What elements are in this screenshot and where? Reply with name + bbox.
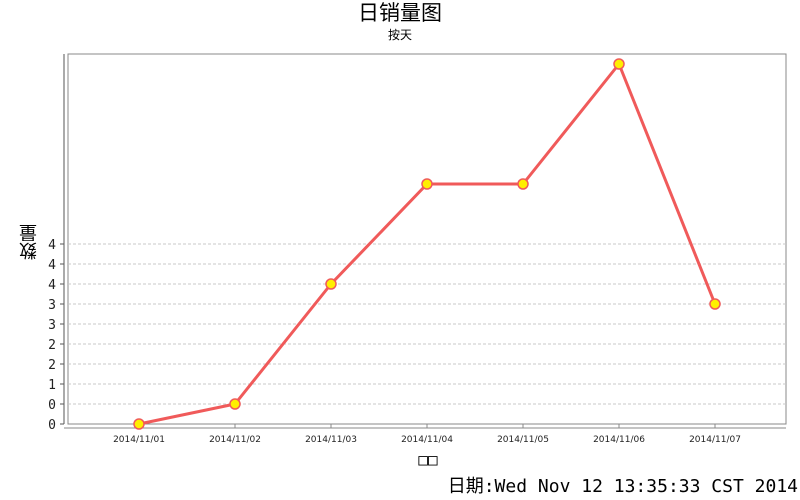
x-tick-label: 2014/11/04 [401, 435, 453, 445]
chart-title: 日销量图 [358, 1, 442, 25]
plot-area [67, 53, 787, 425]
y-tick-label: 1 [48, 378, 56, 393]
data-point [325, 278, 337, 290]
data-point [229, 398, 241, 410]
data-point [133, 418, 145, 430]
y-tick-label: 4 [48, 258, 56, 273]
y-tick-label: 4 [48, 278, 56, 293]
data-point [421, 178, 433, 190]
y-tick-label: 3 [48, 318, 56, 333]
y-tick-label: 3 [48, 298, 56, 313]
footer-date: 日期:Wed Nov 12 13:35:33 CST 2014 [447, 476, 798, 497]
x-tick-label: 2014/11/05 [497, 435, 549, 445]
data-point [709, 298, 721, 310]
y-tick-label: 0 [48, 418, 56, 433]
x-tick-label: 2014/11/03 [305, 435, 357, 445]
series [133, 58, 721, 430]
x-axis-label: □□ [418, 450, 438, 469]
y-tick-label: 2 [48, 358, 56, 373]
x-ticks: 2014/11/01 2014/11/02 2014/11/03 2014/11/04… [113, 424, 741, 445]
x-tick-label: 2014/11/06 [593, 435, 645, 445]
data-point [613, 58, 625, 70]
x-tick-label: 2014/11/02 [209, 435, 261, 445]
chart-subtitle: 按天 [387, 28, 412, 42]
y-axis-label: 数量 [19, 224, 40, 260]
x-tick-label: 2014/11/07 [689, 435, 741, 445]
y-tick-label: 4 [48, 238, 56, 253]
y-tick-label: 0 [48, 398, 56, 413]
x-tick-label: 2014/11/01 [113, 435, 165, 445]
y-tick-label: 2 [48, 338, 56, 353]
y-ticks: 0 0 1 2 2 3 3 4 4 4 [48, 238, 64, 433]
data-point [517, 178, 529, 190]
